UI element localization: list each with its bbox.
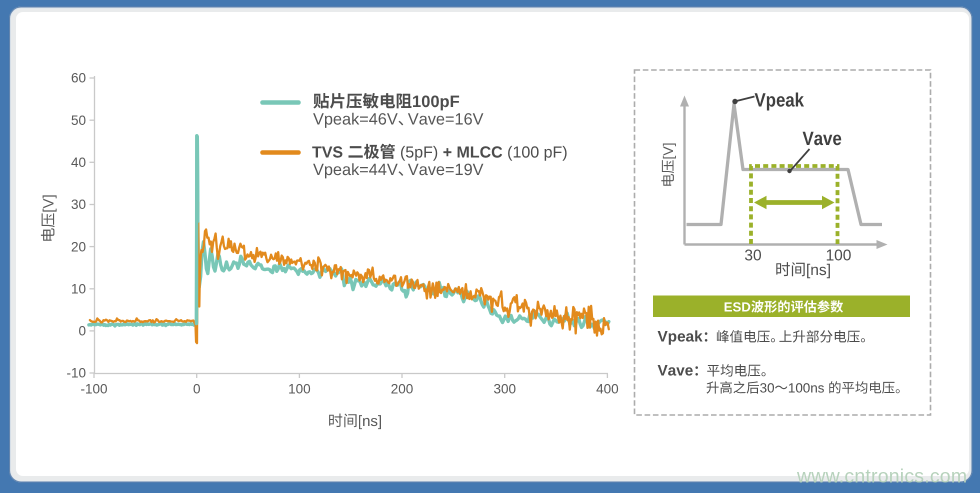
svg-text:60: 60 [71,71,86,86]
svg-text:-100: -100 [81,382,108,397]
svg-text:0: 0 [78,324,86,339]
svg-text:www.cntronics.com: www.cntronics.com [796,466,967,488]
svg-text:-10: -10 [66,366,86,381]
svg-text:100: 100 [288,382,311,397]
svg-text:0: 0 [193,382,201,397]
svg-text:40: 40 [71,155,86,170]
svg-text:30: 30 [744,248,762,265]
svg-text:100: 100 [826,248,852,265]
svg-text:10: 10 [71,281,86,296]
svg-text:200: 200 [391,382,414,397]
svg-text:300: 300 [493,382,516,397]
svg-text:20: 20 [71,239,86,254]
svg-text:30: 30 [71,197,86,212]
svg-text:50: 50 [71,113,86,128]
svg-text:400: 400 [596,382,619,397]
